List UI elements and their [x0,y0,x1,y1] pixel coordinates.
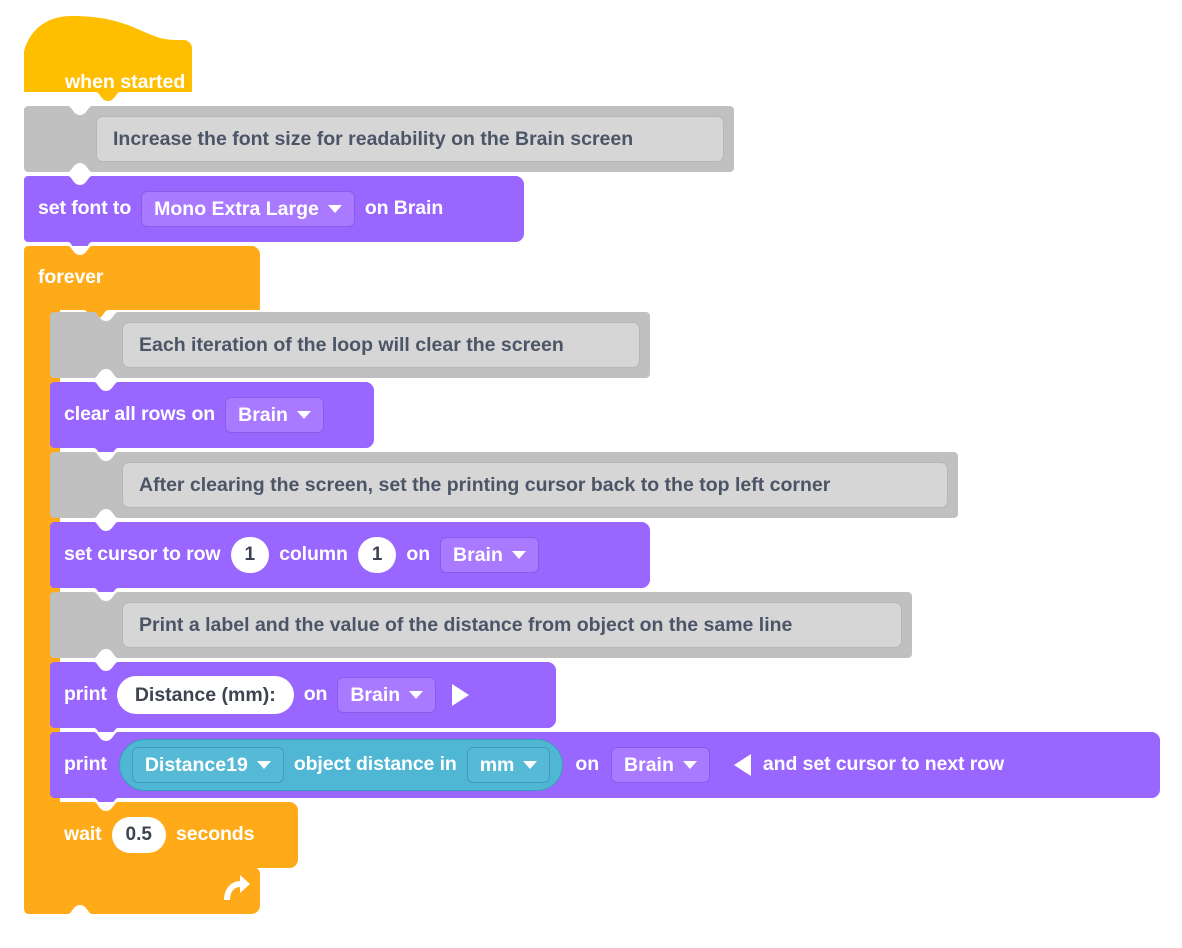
print-target-dropdown[interactable]: Brain [337,677,437,713]
clear-all-rows-label: clear all rows on [64,403,216,426]
block-comment-4[interactable]: Print a label and the value of the dista… [50,592,912,662]
set-cursor-row-label: set cursor to row [64,543,221,566]
print-target-value: Brain [624,753,674,776]
loop-arrow-icon [224,875,250,900]
when-started-shape [24,16,192,101]
chevron-down-icon [256,761,271,769]
wait-seconds-label: seconds [175,823,255,846]
comment-body: Each iteration of the loop will clear th… [122,322,640,368]
block-print-label[interactable]: print Distance (mm): on Brain [50,662,556,737]
print-target-value: Brain [350,683,401,706]
chevron-down-icon [511,551,526,559]
chevron-down-icon [523,761,538,769]
print-on-label: on [575,753,600,776]
wait-shape [50,802,298,877]
print-text-input[interactable]: Distance (mm): [116,676,294,714]
chevron-down-icon [327,205,342,213]
distance-sensor-label: object distance in [293,753,457,776]
clear-target-value: Brain [238,403,288,426]
forever-label: forever [38,266,104,289]
chevron-down-icon [682,761,697,769]
block-clear-all-rows[interactable]: clear all rows on Brain [50,382,374,457]
distance-sensor-reporter[interactable]: Distance19 object distance in mm [118,739,564,791]
font-dropdown[interactable]: Mono Extra Large [141,191,355,227]
wait-seconds-input[interactable]: 0.5 [111,817,166,853]
column-input[interactable]: 1 [357,537,397,573]
block-wait[interactable]: wait 0.5 seconds [50,802,298,877]
cursor-target-dropdown[interactable]: Brain [440,537,539,573]
set-cursor-on-label: on [406,543,431,566]
comment-body: Print a label and the value of the dista… [122,602,902,648]
clear-target-dropdown[interactable]: Brain [225,397,324,433]
comment-text: Each iteration of the loop will clear th… [139,333,564,356]
comment-body: Increase the font size for readability o… [96,116,724,162]
set-cursor-column-label: column [279,543,348,566]
comment-text: Increase the font size for readability o… [113,127,634,150]
triangle-left-icon[interactable] [733,754,751,776]
block-comment-3[interactable]: After clearing the screen, set the print… [50,452,958,522]
print-label: print [64,753,107,776]
block-comment-1[interactable]: Increase the font size for readability o… [24,106,734,176]
comment-text: After clearing the screen, set the print… [139,473,831,496]
block-comment-2[interactable]: Each iteration of the loop will clear th… [50,312,650,382]
block-forever[interactable]: forever [24,246,264,914]
block-when-started[interactable]: when started [24,14,192,106]
block-set-font[interactable]: set font to Mono Extra Large on Brain [24,176,524,251]
set-font-label: set font to [38,197,132,220]
comment-body: After clearing the screen, set the print… [122,462,948,508]
print-label: print [64,683,107,706]
font-dropdown-value: Mono Extra Large [154,197,319,220]
set-font-target-label: on Brain [364,197,444,220]
when-started-label: when started [65,71,186,93]
row-input[interactable]: 1 [230,537,270,573]
chevron-down-icon [409,691,424,699]
distance-sensor-value: Distance19 [144,753,248,776]
block-print-distance[interactable]: print Distance19 object distance in mm o… [50,732,1160,807]
distance-sensor-dropdown[interactable]: Distance19 [131,747,284,783]
chevron-down-icon [296,411,311,419]
distance-unit-dropdown[interactable]: mm [466,747,551,783]
print-target-dropdown[interactable]: Brain [611,747,710,783]
comment-text: Print a label and the value of the dista… [139,613,793,636]
print-on-label: on [303,683,328,706]
triangle-right-icon[interactable] [452,684,470,706]
print-newline-label: and set cursor to next row [762,753,1005,776]
block-set-cursor[interactable]: set cursor to row 1 column 1 on Brain [50,522,650,597]
cursor-target-value: Brain [453,543,503,566]
distance-unit-value: mm [479,753,515,776]
wait-label: wait [64,823,102,846]
forever-shape [24,246,260,914]
